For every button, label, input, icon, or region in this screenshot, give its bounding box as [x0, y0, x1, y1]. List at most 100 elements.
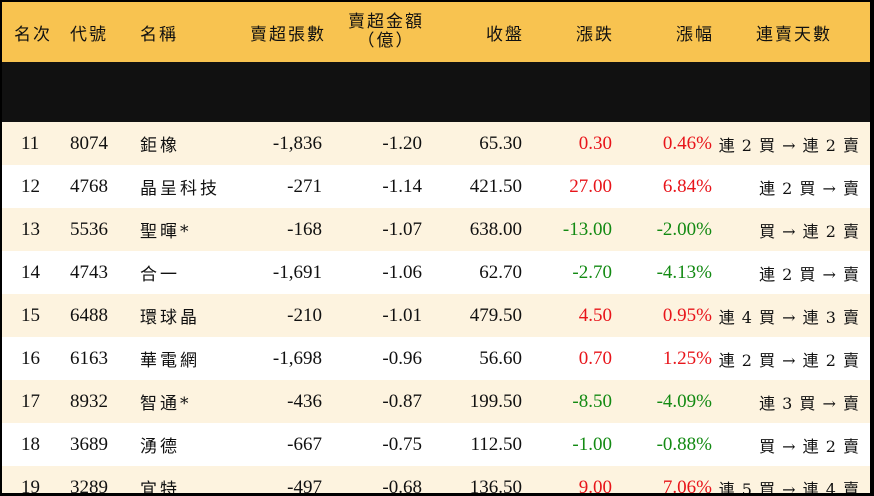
- cell-net-sell-amount: -1.01: [382, 304, 422, 326]
- cell-rank: 16: [21, 347, 40, 369]
- cell-change-pct: 0.46%: [662, 132, 712, 154]
- cell-name: 環球晶: [140, 308, 200, 328]
- cell-net-sell-volume: -667: [287, 433, 322, 455]
- cell-rank: 19: [21, 476, 40, 494]
- cell-close: 199.50: [469, 390, 522, 412]
- cell-streak: 連 2 買 → 連 2 賣: [718, 350, 860, 370]
- header-net-sell-amount-line2: （億）: [357, 31, 415, 51]
- cell-rank: 15: [21, 304, 40, 326]
- cell-name: 合一: [140, 265, 180, 285]
- table-row: 15 6488 環球晶 -210 -1.01 479.50 4.50 0.95%…: [2, 294, 870, 337]
- cell-net-sell-volume: -210: [287, 304, 322, 326]
- cell-change-pct: 1.25%: [662, 347, 712, 369]
- header-net-sell-amount: 賣超金額 （億）: [336, 2, 436, 62]
- cell-net-sell-amount: -0.75: [382, 433, 422, 455]
- table-row: 13 5536 聖暉* -168 -1.07 638.00 -13.00 -2.…: [2, 208, 870, 251]
- cell-change-pct: -0.88%: [656, 433, 712, 455]
- cell-name: 聖暉*: [140, 222, 192, 242]
- cell-code: 3289: [70, 476, 108, 494]
- cell-net-sell-volume: -271: [287, 175, 322, 197]
- cell-close: 136.50: [469, 476, 522, 494]
- cell-change: -2.70: [572, 261, 612, 283]
- cell-net-sell-amount: -0.96: [382, 347, 422, 369]
- cell-name: 湧德: [140, 437, 180, 457]
- cell-name: 智通*: [140, 394, 192, 414]
- cell-streak: 連 2 買 → 賣: [759, 264, 860, 284]
- cell-close: 62.70: [479, 261, 522, 283]
- cell-change: 4.50: [578, 304, 612, 326]
- cell-change: 0.30: [578, 132, 612, 154]
- header-net-sell-volume: 賣超張數: [250, 24, 326, 45]
- cell-net-sell-volume: -1,691: [272, 261, 322, 283]
- cell-name: 華電網: [140, 351, 200, 371]
- cell-close: 65.30: [479, 132, 522, 154]
- cell-rank: 18: [21, 433, 40, 455]
- cell-change-pct: -4.09%: [656, 390, 712, 412]
- cell-close: 479.50: [469, 304, 522, 326]
- cell-change-pct: 0.95%: [662, 304, 712, 326]
- table-header: 名次 代號 名稱 賣超張數 賣超金額 （億） 收盤 漲跌 漲幅 連賣天數: [2, 2, 870, 122]
- cell-change: -13.00: [562, 218, 612, 240]
- cell-net-sell-volume: -1,698: [272, 347, 322, 369]
- cell-name: 鉅橡: [140, 136, 180, 156]
- cell-rank: 14: [21, 261, 40, 283]
- cell-name: 宜特: [140, 480, 180, 493]
- cell-code: 8074: [70, 132, 108, 154]
- cell-change-pct: 6.84%: [662, 175, 712, 197]
- cell-change-pct: -4.13%: [656, 261, 712, 283]
- cell-net-sell-amount: -1.06: [382, 261, 422, 283]
- cell-code: 4768: [70, 175, 108, 197]
- cell-code: 6163: [70, 347, 108, 369]
- cell-net-sell-volume: -436: [287, 390, 322, 412]
- cell-change: -8.50: [572, 390, 612, 412]
- cell-streak: 連 2 買 → 賣: [759, 178, 860, 198]
- cell-net-sell-amount: -1.07: [382, 218, 422, 240]
- table-row: 11 8074 鉅橡 -1,836 -1.20 65.30 0.30 0.46%…: [2, 122, 870, 165]
- cell-close: 638.00: [469, 218, 522, 240]
- cell-change: 9.00: [578, 476, 612, 494]
- table-row: 14 4743 合一 -1,691 -1.06 62.70 -2.70 -4.1…: [2, 251, 870, 294]
- cell-code: 3689: [70, 433, 108, 455]
- table-row: 12 4768 晶呈科技 -271 -1.14 421.50 27.00 6.8…: [2, 165, 870, 208]
- cell-close: 56.60: [479, 347, 522, 369]
- cell-code: 8932: [70, 390, 108, 412]
- cell-net-sell-amount: -0.68: [382, 476, 422, 494]
- cell-code: 5536: [70, 218, 108, 240]
- cell-streak: 連 3 買 → 賣: [759, 393, 860, 413]
- cell-net-sell-volume: -1,836: [272, 132, 322, 154]
- header-change-pct: 漲幅: [676, 24, 714, 45]
- header-streak: 連賣天數: [756, 24, 832, 45]
- header-code: 代號: [70, 24, 108, 45]
- table-row: 19 3289 宜特 -497 -0.68 136.50 9.00 7.06% …: [2, 466, 870, 493]
- cell-net-sell-volume: -168: [287, 218, 322, 240]
- cell-change-pct: -2.00%: [656, 218, 712, 240]
- header-rank: 名次: [14, 24, 52, 45]
- cell-rank: 17: [21, 390, 40, 412]
- cell-net-sell-amount: -1.14: [382, 175, 422, 197]
- cell-code: 6488: [70, 304, 108, 326]
- table-body: 11 8074 鉅橡 -1,836 -1.20 65.30 0.30 0.46%…: [2, 122, 870, 493]
- cell-net-sell-amount: -1.20: [382, 132, 422, 154]
- cell-streak: 連 2 買 → 連 2 賣: [718, 135, 860, 155]
- cell-change-pct: 7.06%: [662, 476, 712, 494]
- cell-rank: 12: [21, 175, 40, 197]
- table-row: 18 3689 湧德 -667 -0.75 112.50 -1.00 -0.88…: [2, 423, 870, 466]
- cell-change: 27.00: [569, 175, 612, 197]
- cell-code: 4743: [70, 261, 108, 283]
- header-change: 漲跌: [576, 24, 614, 45]
- header-divider: [2, 62, 870, 122]
- cell-close: 421.50: [469, 175, 522, 197]
- header-name: 名稱: [140, 24, 178, 45]
- cell-change: -1.00: [572, 433, 612, 455]
- cell-name: 晶呈科技: [140, 179, 220, 199]
- cell-net-sell-amount: -0.87: [382, 390, 422, 412]
- table-row: 17 8932 智通* -436 -0.87 199.50 -8.50 -4.0…: [2, 380, 870, 423]
- cell-streak: 買 → 連 2 賣: [759, 221, 860, 241]
- cell-close: 112.50: [470, 433, 522, 455]
- cell-net-sell-volume: -497: [287, 476, 322, 494]
- cell-streak: 連 5 買 → 連 4 賣: [718, 479, 860, 494]
- cell-streak: 連 4 買 → 連 3 賣: [718, 307, 860, 327]
- header-net-sell-amount-line1: 賣超金額: [348, 12, 424, 32]
